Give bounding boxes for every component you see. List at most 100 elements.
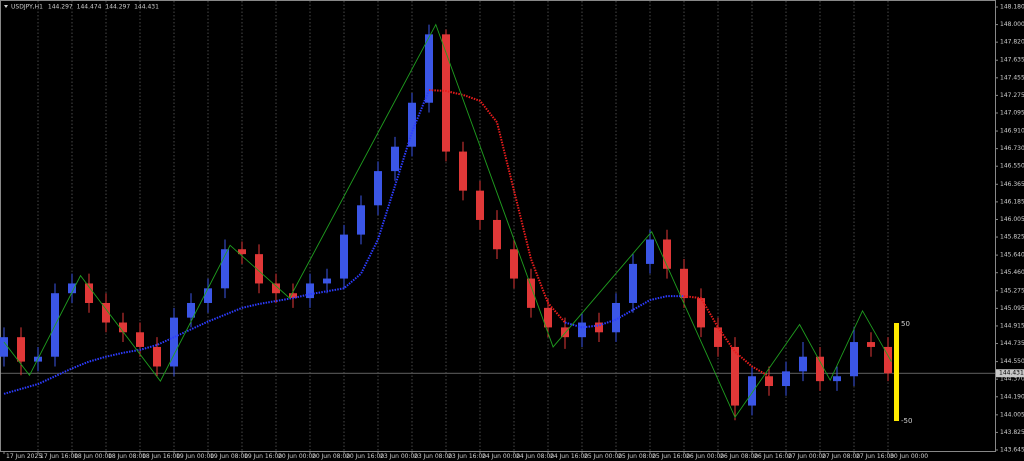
- x-tick-label: 25 Jun 16:00: [652, 453, 690, 460]
- y-tick-label: 147.820: [1000, 39, 1024, 46]
- scale-top-label: 50: [901, 320, 910, 328]
- chart-title: USDJPY,H1 144.297 144.474 144.297 144.43…: [11, 3, 159, 10]
- x-tick-label: 27 Jun 00:00: [788, 453, 826, 460]
- candle-body: [85, 283, 93, 303]
- x-tick-label: 17 Jun 2025: [6, 453, 42, 460]
- chart-header: USDJPY,H1 144.297 144.474 144.297 144.43…: [4, 3, 159, 10]
- x-tick-label: 19 Jun 00:00: [176, 453, 214, 460]
- y-tick-label: 144.005: [1000, 411, 1024, 418]
- candle-body: [374, 171, 382, 206]
- candle-body: [391, 146, 399, 172]
- candle-body: [238, 249, 246, 255]
- candle-body: [272, 283, 280, 294]
- candle-body: [153, 346, 161, 367]
- candle-body: [289, 293, 297, 299]
- candle-body: [799, 356, 807, 372]
- x-tick-label: 17 Jun 16:00: [40, 453, 78, 460]
- y-tick-label: 143.825: [1000, 429, 1024, 436]
- candle-body: [187, 302, 195, 318]
- x-tick-label: 18 Jun 08:00: [108, 453, 146, 460]
- candle-body: [782, 371, 790, 387]
- candle-body: [204, 288, 212, 303]
- close-value: 144.431: [134, 3, 159, 10]
- y-tick-label: 148.180: [1000, 4, 1024, 11]
- candle-body: [170, 317, 178, 367]
- candle-body: [476, 190, 484, 220]
- x-tick-label: 26 Jun 00:00: [686, 453, 724, 460]
- y-tick-label: 145.095: [1000, 305, 1024, 312]
- zigzag-line: [3, 23, 892, 419]
- y-tick-label: 147.635: [1000, 57, 1024, 64]
- candle-body: [136, 332, 144, 347]
- candle-body: [646, 239, 654, 264]
- candle-body: [119, 322, 127, 333]
- x-tick-label: 25 Jun 08:00: [618, 453, 656, 460]
- x-tick-label: 24 Jun 08:00: [516, 453, 554, 460]
- candle-body: [221, 249, 229, 289]
- high-value: 144.474: [77, 3, 102, 10]
- candle-body: [442, 34, 450, 152]
- menu-icon: [4, 5, 8, 8]
- x-tick-label: 24 Jun 00:00: [482, 453, 520, 460]
- trailing-line: [3, 89, 430, 395]
- candle-body: [0, 337, 8, 357]
- candle-body: [833, 376, 841, 382]
- y-tick-label: 146.185: [1000, 198, 1024, 205]
- candle-body: [850, 342, 858, 377]
- current-price-label: 144.431: [999, 370, 1024, 377]
- candle-body: [765, 376, 773, 387]
- y-tick-label: 145.275: [1000, 287, 1024, 294]
- candle-body: [323, 278, 331, 284]
- candle-body: [663, 239, 671, 269]
- candle-body: [748, 376, 756, 406]
- candle-body: [578, 322, 586, 338]
- candle-body: [612, 302, 620, 333]
- x-tick-label: 18 Jun 00:00: [74, 453, 112, 460]
- y-tick-label: 145.640: [1000, 252, 1024, 259]
- x-tick-label: 26 Jun 16:00: [754, 453, 792, 460]
- candle-body: [68, 283, 76, 294]
- candle-body: [408, 102, 416, 147]
- y-tick-label: 147.275: [1000, 92, 1024, 99]
- x-tick-label: 19 Jun 08:00: [210, 453, 248, 460]
- candle-body: [731, 346, 739, 406]
- trailing-line: [683, 295, 770, 378]
- y-tick-label: 144.550: [1000, 358, 1024, 365]
- candle-body: [697, 298, 705, 328]
- open-value: 144.297: [48, 3, 73, 10]
- candle-body: [561, 327, 569, 338]
- x-tick-label: 20 Jun 08:00: [312, 453, 350, 460]
- x-tick-label: 18 Jun 16:00: [142, 453, 180, 460]
- candle-body: [629, 263, 637, 303]
- x-tick-label: 20 Jun 16:00: [346, 453, 384, 460]
- x-tick-label: 23 Jun 16:00: [448, 453, 486, 460]
- candle-body: [884, 346, 892, 374]
- x-tick-label: 23 Jun 08:00: [414, 453, 452, 460]
- candle-body: [816, 356, 824, 382]
- candle-body: [714, 327, 722, 347]
- x-tick-label: 23 Jun 00:00: [380, 453, 418, 460]
- x-tick-label: 25 Jun 00:00: [584, 453, 622, 460]
- candle-body: [493, 219, 501, 250]
- y-tick-label: 146.730: [1000, 145, 1024, 152]
- candle-body: [425, 34, 433, 103]
- x-tick-label: 19 Jun 16:00: [244, 453, 282, 460]
- y-tick-label: 148.000: [1000, 21, 1024, 28]
- y-tick-label: 146.005: [1000, 216, 1024, 223]
- candle-body: [102, 302, 110, 323]
- y-tick-label: 146.365: [1000, 181, 1024, 188]
- y-tick-label: 146.910: [1000, 128, 1024, 135]
- candle-body: [340, 234, 348, 279]
- y-tick-label: 144.370: [1000, 376, 1024, 383]
- y-tick-label: 145.825: [1000, 234, 1024, 241]
- candle-body: [255, 254, 263, 284]
- x-tick-label: 20 Jun 00:00: [278, 453, 316, 460]
- y-tick-label: 145.460: [1000, 269, 1024, 276]
- candle-body: [680, 268, 688, 299]
- trailing-line: [428, 89, 566, 324]
- x-tick-label: 27 Jun 16:00: [856, 453, 894, 460]
- y-tick-label: 146.550: [1000, 163, 1024, 170]
- low-value: 144.297: [105, 3, 130, 10]
